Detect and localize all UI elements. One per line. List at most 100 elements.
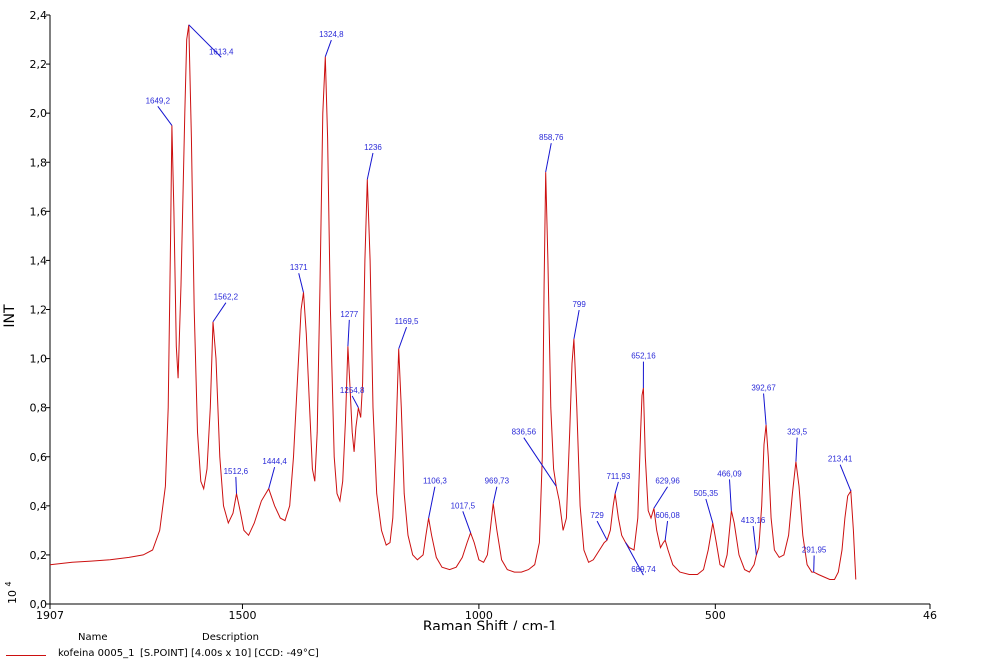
peak-label: 1444,4 (262, 457, 287, 466)
peak-label: 1324,8 (319, 30, 344, 39)
peak-label: 1649,2 (146, 96, 171, 105)
peak-annotation: 291,95 (802, 545, 827, 573)
peak-label: 291,95 (802, 545, 827, 554)
y-tick-label: 1,0 (30, 353, 48, 366)
y-tick-label: 2,0 (30, 107, 48, 120)
peak-annotation: 836,56 (512, 428, 557, 487)
peak-annotation: 1169,5 (395, 317, 419, 349)
peak-annotation: 1106,3 (423, 477, 447, 519)
legend-entry-description: [S.POINT] [4.00s x 10] [CCD: -49°C] (140, 648, 319, 659)
x-tick-label: 1907 (36, 609, 64, 622)
y-axis-title: INT (2, 304, 18, 328)
peak-label: 1017,5 (451, 501, 476, 510)
peak-label: 1613,4 (209, 47, 234, 56)
peak-label: 213,41 (828, 455, 853, 464)
peak-label: 1106,3 (423, 477, 447, 486)
peak-annotation: 729 (590, 511, 608, 541)
peak-label: 689,74 (631, 565, 656, 574)
y-tick-label: 2,4 (30, 9, 48, 22)
legend-entry[interactable]: kofeina 0005_1 [S.POINT] [4.00s x 10] [C… (0, 648, 999, 662)
peak-leader-line (462, 511, 472, 533)
peak-annotation: 413,16 (741, 516, 766, 555)
peak-annotation: 1017,5 (451, 501, 476, 533)
peak-label: 1562,2 (214, 293, 239, 302)
chart-axes: 0,00,20,40,60,81,01,21,41,61,82,02,22,4 … (30, 9, 938, 622)
peak-annotation: 505,35 (694, 489, 719, 524)
peak-leader-line (545, 143, 552, 173)
peak-annotation: 799 (572, 300, 586, 340)
peak-leader-line (614, 481, 619, 494)
peak-label: 729 (590, 511, 604, 520)
peak-annotation: 652,16 (631, 352, 656, 389)
peak-leader-line (664, 521, 669, 541)
legend-entry-name: kofeina 0005_1 (58, 648, 135, 659)
raman-spectrum-chart: 0,00,20,40,60,81,01,21,41,61,82,02,22,4 … (2, 9, 938, 630)
peak-annotation: 1277 (340, 310, 359, 347)
y-axis-multiplier-exponent: 4 (4, 581, 13, 586)
peak-label: 629,96 (655, 477, 680, 486)
x-tick-label: 1500 (228, 609, 256, 622)
y-tick-label: 0,6 (30, 451, 48, 464)
legend: Name Description kofeina 0005_1 [S.POINT… (0, 630, 999, 664)
peak-label: 1169,5 (395, 317, 419, 326)
peak-annotation: 1324,8 (319, 30, 344, 57)
peak-leader-line (428, 486, 436, 519)
y-tick-label: 0,0 (30, 598, 48, 611)
peak-annotation: 1444,4 (262, 457, 287, 489)
peak-annotation: 1613,4 (188, 24, 234, 58)
peak-annotation: 329,5 (787, 428, 808, 462)
peak-annotation: 1236 (364, 143, 382, 180)
peak-leader-line (398, 327, 408, 349)
peak-leader-line (492, 486, 498, 504)
legend-name-header: Name (78, 632, 108, 643)
y-tick-label: 1,4 (30, 254, 48, 267)
peak-annotation: 1254,8 (340, 386, 365, 408)
peak-label: 836,56 (512, 428, 537, 437)
peak-leader-line (324, 39, 332, 57)
peak-label: 799 (572, 300, 586, 309)
peak-leader-line (573, 309, 580, 340)
peak-label: 1277 (340, 310, 358, 319)
peak-leader-line (347, 319, 350, 347)
peak-label: 505,35 (694, 489, 719, 498)
y-tick-label: 1,6 (30, 205, 48, 218)
y-tick-label: 0,8 (30, 402, 48, 415)
y-tick-label: 0,2 (30, 549, 48, 562)
peak-label: 392,67 (751, 383, 776, 392)
peak-label: 466,09 (717, 469, 742, 478)
peak-label: 1236 (364, 143, 382, 152)
peak-leader-line (235, 476, 237, 494)
peak-label: 413,16 (741, 516, 766, 525)
peak-annotations: 1613,4 1649,2 1562,2 1512,6 1444,4 1371 1324,8… (146, 24, 853, 576)
legend-line-swatch (6, 655, 46, 656)
peak-label: 606,08 (655, 511, 680, 520)
peak-leader-line (705, 498, 714, 524)
y-axis-multiplier: 10 4 (4, 581, 19, 604)
peak-leader-line (839, 464, 852, 492)
peak-label: 969,73 (485, 477, 510, 486)
y-ticks: 0,0 0,2 0,4 0,6 0,8 1,0 1,2 1,4 1,6 1,8 2,0 2,2 2,4 (30, 9, 50, 611)
peak-leader-line (157, 106, 173, 126)
peak-leader-line (268, 466, 276, 489)
peak-annotation: 213,41 (828, 455, 853, 492)
peak-leader-line (523, 437, 557, 487)
peak-annotation: 1512,6 (224, 467, 249, 494)
y-tick-label: 1,2 (30, 304, 48, 317)
peak-label: 1254,8 (340, 386, 365, 395)
peak-annotation: 969,73 (485, 477, 510, 504)
spectrum-line (49, 24, 857, 580)
peak-label: 711,93 (606, 472, 630, 481)
x-tick-label: 500 (705, 609, 726, 622)
peak-leader-line (298, 273, 304, 293)
peak-leader-line (625, 542, 644, 576)
peak-leader-line (653, 486, 668, 509)
peak-leader-line (752, 525, 757, 555)
peak-leader-line (729, 479, 732, 511)
peak-annotation: 466,09 (717, 469, 742, 511)
peak-label: 329,5 (787, 428, 808, 437)
x-axis-title: Raman Shift / cm-1 (423, 619, 557, 630)
peak-label: 1512,6 (224, 467, 249, 476)
peak-leader-line (596, 520, 608, 541)
legend-description-header: Description (202, 632, 259, 643)
peak-label: 858,76 (539, 133, 564, 142)
